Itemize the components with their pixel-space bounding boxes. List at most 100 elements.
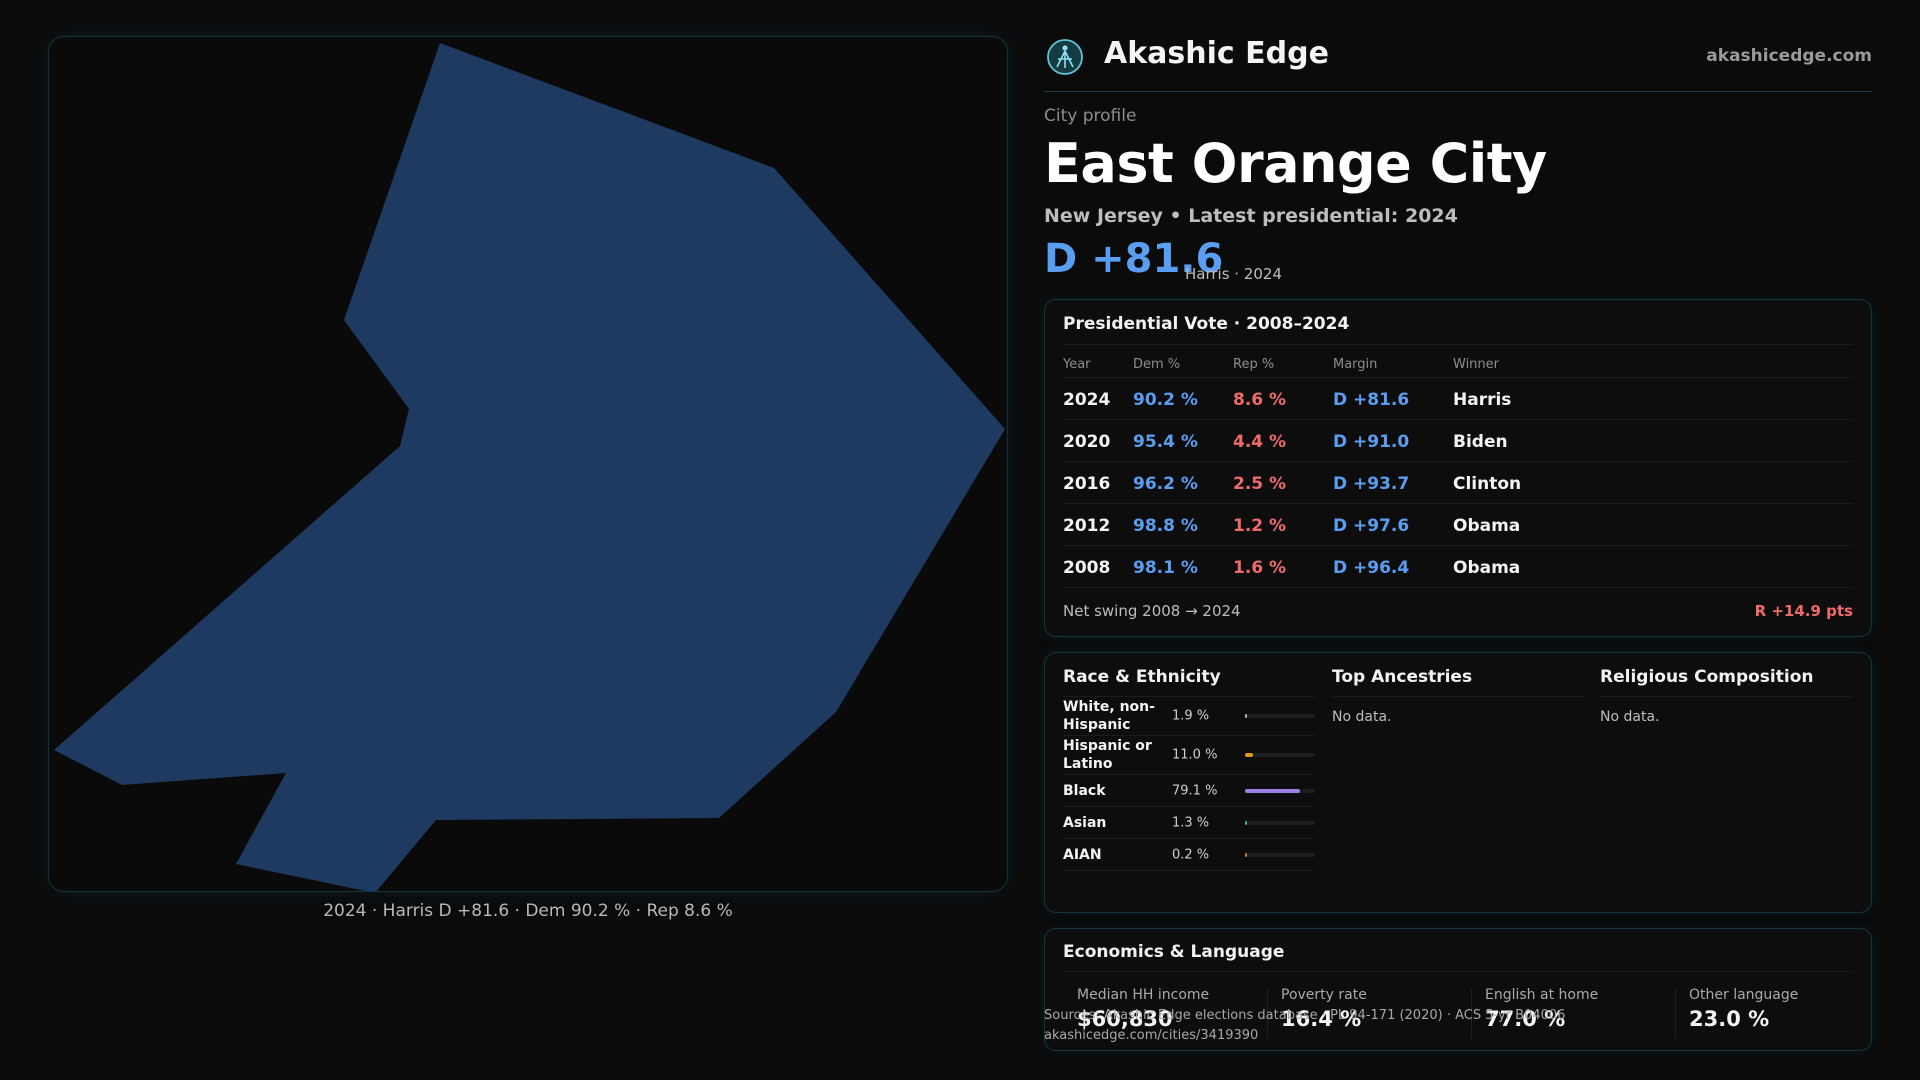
race-bar	[1245, 820, 1315, 825]
row-year: 2016	[1063, 474, 1111, 494]
race-row: AIAN 0.2 %	[1063, 839, 1315, 871]
row-margin: D +93.7	[1333, 474, 1410, 494]
row-dem: 98.8 %	[1133, 516, 1198, 536]
stat-value: 16.4 %	[1281, 1007, 1362, 1031]
race-bar-fill	[1245, 820, 1247, 825]
latest-margin-note: Harris · 2024	[1185, 265, 1283, 283]
row-winner: Obama	[1453, 558, 1521, 578]
stat-label: English at home	[1485, 987, 1599, 1003]
race-percent: 1.9 %	[1172, 708, 1210, 724]
brand-name: Akashic Edge	[1104, 36, 1329, 71]
row-margin: D +81.6	[1333, 390, 1410, 410]
latest-margin: D +81.6	[1044, 236, 1224, 282]
presidential-vote-card: Presidential Vote · 2008–2024 Year Dem %…	[1044, 299, 1872, 637]
col-winner-header: Winner	[1453, 357, 1500, 372]
akashic-logo-icon	[1047, 39, 1083, 75]
top-ancestries-title: Top Ancestries	[1332, 667, 1584, 697]
stat-english-at-home: English at home 77.0 %	[1485, 987, 1675, 1031]
row-year: 2012	[1063, 516, 1111, 536]
col-year-header: Year	[1063, 357, 1091, 372]
row-winner: Clinton	[1453, 474, 1522, 494]
religion-title: Religious Composition	[1600, 667, 1852, 697]
religion-empty: No data.	[1600, 709, 1660, 725]
row-winner: Obama	[1453, 516, 1521, 536]
race-percent: 1.3 %	[1172, 815, 1210, 830]
row-rep: 4.4 %	[1233, 432, 1287, 452]
race-label: White, non-Hispanic	[1063, 699, 1155, 733]
col-margin-header: Margin	[1333, 357, 1378, 372]
table-header-row: Year Dem % Rep % Margin Winner	[1063, 348, 1853, 378]
top-ancestries-section: Top Ancestries No data.	[1332, 667, 1584, 725]
race-label: Hispanic or Latino	[1063, 738, 1152, 772]
row-year: 2020	[1063, 432, 1111, 452]
net-swing-label: Net swing 2008 → 2024	[1063, 602, 1241, 620]
economics-title: Economics & Language	[1063, 942, 1285, 962]
demographics-card: Race & Ethnicity White, non-Hispanic 1.9…	[1044, 652, 1872, 913]
race-percent: 0.2 %	[1172, 847, 1210, 862]
race-bar-fill	[1245, 852, 1247, 857]
row-margin: D +96.4	[1333, 558, 1410, 578]
race-row: Black 79.1 %	[1063, 775, 1315, 807]
table-row: 2024 90.2 % 8.6 % D +81.6 Harris	[1063, 378, 1853, 420]
col-rep-header: Rep %	[1233, 357, 1275, 372]
city-boundary-shape	[54, 43, 1005, 891]
race-percent: 79.1 %	[1172, 783, 1218, 798]
sources-text: Sources: Akashic Edge elections database…	[1044, 1008, 1566, 1023]
city-boundary-map	[54, 43, 1005, 891]
economics-card: Economics & Language Median HH income $6…	[1044, 928, 1872, 1051]
presidential-vote-table: Year Dem % Rep % Margin Winner 2024 90.2…	[1063, 348, 1853, 588]
divider	[1267, 989, 1268, 1039]
race-row: Asian 1.3 %	[1063, 807, 1315, 839]
profile-eyebrow: City profile	[1044, 106, 1137, 126]
religion-section: Religious Composition No data.	[1600, 667, 1852, 725]
race-ethnicity-title: Race & Ethnicity	[1063, 667, 1315, 697]
row-rep: 2.5 %	[1233, 474, 1287, 494]
city-permalink[interactable]: akashicedge.com/cities/3419390	[1044, 1028, 1259, 1043]
stat-other-language: Other language 23.0 %	[1689, 987, 1879, 1031]
table-row: 2016 96.2 % 2.5 % D +93.7 Clinton	[1063, 462, 1853, 504]
table-row: 2012 98.8 % 1.2 % D +97.6 Obama	[1063, 504, 1853, 546]
row-rep: 1.6 %	[1233, 558, 1287, 578]
footer: Sources: Akashic Edge elections database…	[1044, 1006, 1565, 1046]
row-year: 2008	[1063, 558, 1111, 578]
row-dem: 98.1 %	[1133, 558, 1198, 578]
row-winner: Harris	[1453, 390, 1512, 410]
race-bar	[1245, 788, 1315, 793]
profile-column: Akashic Edge akashicedge.com City profil…	[1044, 0, 1872, 1080]
stat-value: 77.0 %	[1485, 1007, 1566, 1031]
table-row: 2008 98.1 % 1.6 % D +96.4 Obama	[1063, 546, 1853, 588]
race-bar	[1245, 852, 1315, 857]
race-label: AIAN	[1063, 846, 1102, 863]
stat-label: Median HH income	[1077, 987, 1210, 1003]
brand-url-link[interactable]: akashicedge.com	[1706, 46, 1872, 66]
row-margin: D +97.6	[1333, 516, 1410, 536]
page-title: East Orange City	[1044, 132, 1547, 195]
header: Akashic Edge akashicedge.com	[1044, 34, 1872, 92]
stat-label: Other language	[1689, 987, 1799, 1003]
row-margin: D +91.0	[1333, 432, 1410, 452]
divider	[1063, 344, 1853, 345]
stat-value: 23.0 %	[1689, 1007, 1770, 1031]
divider	[1063, 971, 1853, 972]
ancestries-empty: No data.	[1332, 709, 1392, 725]
row-year: 2024	[1063, 390, 1111, 410]
net-swing-value: R +14.9 pts	[1754, 602, 1853, 620]
presidential-vote-title: Presidential Vote · 2008–2024	[1063, 314, 1350, 334]
row-dem: 95.4 %	[1133, 432, 1198, 452]
race-bar	[1245, 753, 1315, 757]
race-label: Black	[1063, 782, 1106, 799]
row-winner: Biden	[1453, 432, 1508, 452]
row-dem: 90.2 %	[1133, 390, 1198, 410]
stat-label: Poverty rate	[1281, 987, 1367, 1003]
stat-poverty-rate: Poverty rate 16.4 %	[1281, 987, 1471, 1031]
profile-subtitle: New Jersey • Latest presidential: 2024	[1044, 205, 1458, 227]
row-rep: 1.2 %	[1233, 516, 1287, 536]
race-ethnicity-section: Race & Ethnicity White, non-Hispanic 1.9…	[1063, 667, 1315, 871]
race-label: Asian	[1063, 814, 1107, 831]
race-row: Hispanic or Latino 11.0 %	[1063, 736, 1315, 775]
row-dem: 96.2 %	[1133, 474, 1198, 494]
race-percent: 11.0 %	[1172, 747, 1218, 763]
race-bar-fill	[1245, 788, 1300, 793]
city-map[interactable]	[48, 36, 1008, 892]
row-rep: 8.6 %	[1233, 390, 1287, 410]
